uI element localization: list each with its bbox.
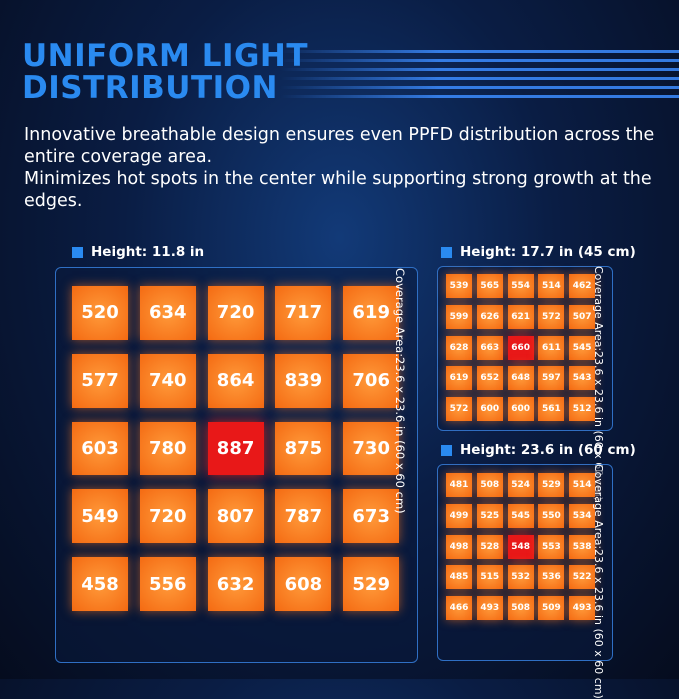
- ppfd-cell: 522: [569, 565, 596, 590]
- ppfd-cell: 619: [446, 366, 472, 391]
- ppfd-cell: 660: [507, 335, 534, 360]
- ppfd-cell: 508: [507, 596, 534, 621]
- ppfd-cell: 807: [207, 489, 264, 544]
- ppfd-cell: 720: [207, 286, 264, 340]
- page: UNIFORM LIGHT DISTRIBUTION Innovative br…: [0, 0, 679, 679]
- ppfd-cell: 556: [139, 557, 196, 611]
- title-line: DISTRIBUTION: [22, 70, 278, 106]
- ppfd-cell: 626: [476, 304, 503, 329]
- ppfd-cell: 549: [72, 489, 128, 544]
- panel-label: Height: 17.7 in (45 cm): [441, 244, 636, 260]
- title: UNIFORM LIGHT DISTRIBUTION: [22, 40, 308, 104]
- description-line: Innovative breathable design ensures eve…: [24, 125, 655, 167]
- ppfd-cell: 611: [538, 335, 565, 360]
- ppfd-cell: 597: [538, 366, 565, 391]
- ppfd-cell: 717: [275, 286, 332, 340]
- coverage-line: 23.6 x 23.6 in (60 x 60 cm): [393, 357, 407, 514]
- ppfd-cell: 887: [207, 421, 264, 476]
- ppfd-cell: 529: [538, 473, 565, 497]
- panel-label: Height: 23.6 in (60 cm): [441, 442, 636, 458]
- coverage-line: 23.6 x 23.6 in (60 x 60 cm): [592, 351, 605, 502]
- panel-label: Height: 11.8 in: [72, 244, 204, 260]
- ppfd-cell: 485: [446, 565, 472, 590]
- ppfd-cell: 539: [446, 274, 472, 298]
- ppfd-cell: 652: [476, 366, 503, 391]
- ppfd-cell: 572: [446, 397, 472, 422]
- ppfd-cell: 608: [275, 557, 332, 611]
- ppfd-cell: 706: [343, 353, 400, 408]
- ppfd-cell: 493: [476, 596, 503, 621]
- ppfd-cell: 508: [476, 473, 503, 497]
- ppfd-cell: 599: [446, 304, 472, 329]
- ppfd-cell: 534: [569, 503, 596, 528]
- ppfd-cell: 550: [538, 503, 565, 528]
- ppfd-cell: 565: [476, 274, 503, 298]
- ppfd-cell: 466: [446, 596, 472, 621]
- ppfd-cell: 545: [507, 503, 534, 528]
- ppfd-cell: 545: [569, 335, 596, 360]
- ppfd-cell: 532: [507, 565, 534, 590]
- ppfd-cell: 673: [343, 489, 400, 544]
- ppfd-cell: 577: [72, 353, 128, 408]
- ppfd-cell: 514: [538, 274, 565, 298]
- coverage-line: Coverage Area:: [592, 464, 605, 550]
- ppfd-cell: 528: [476, 534, 503, 559]
- ppfd-cell: 529: [343, 557, 400, 611]
- ppfd-cell: 512: [569, 397, 596, 422]
- ppfd-cell: 514: [569, 473, 596, 497]
- title-line: UNIFORM LIGHT: [22, 38, 309, 74]
- ppfd-cell: 730: [343, 421, 400, 476]
- ppfd-cell: 498: [446, 534, 472, 559]
- coverage-line: 23.6 x 23.6 in (60 x 60 cm): [592, 549, 605, 699]
- ppfd-cell: 634: [139, 286, 196, 340]
- ppfd-cell: 520: [72, 286, 128, 340]
- ppfd-cell: 553: [538, 534, 565, 559]
- ppfd-cell: 632: [207, 557, 264, 611]
- ppfd-cell: 509: [538, 596, 565, 621]
- description-line: Minimizes hot spots in the center while …: [24, 169, 652, 211]
- ppfd-cell: 561: [538, 397, 565, 422]
- ppfd-cell: 543: [569, 366, 596, 391]
- ppfd-cell: 875: [275, 421, 332, 476]
- ppfd-cell: 499: [446, 503, 472, 528]
- ppfd-cell: 554: [507, 274, 534, 298]
- coverage-text: Coverage Area: 23.6 x 23.6 in (60 x 60 cm…: [592, 266, 605, 501]
- ppfd-cell: 515: [476, 565, 503, 590]
- ppfd-cell: 600: [476, 397, 503, 422]
- ppfd-cell: 628: [446, 335, 472, 360]
- ppfd-cell: 839: [275, 353, 332, 408]
- ppfd-cell: 864: [207, 353, 264, 408]
- ppfd-cell: 787: [275, 489, 332, 544]
- ppfd-cell: 462: [569, 274, 596, 298]
- coverage-text: Coverage Area: 23.6 x 23.6 in (60 x 60 cm…: [592, 464, 605, 699]
- coverage-text: Coverage Area: 23.6 x 23.6 in (60 x 60 cm…: [393, 268, 407, 663]
- ppfd-cell: 538: [569, 534, 596, 559]
- ppfd-cell: 493: [569, 596, 596, 621]
- ppfd-cell: 740: [139, 353, 196, 408]
- ppfd-cell: 663: [476, 335, 503, 360]
- ppfd-cell: 524: [507, 473, 534, 497]
- ppfd-cell: 720: [139, 489, 196, 544]
- decor-stripes: [280, 50, 679, 102]
- ppfd-cell: 648: [507, 366, 534, 391]
- ppfd-cell: 548: [507, 534, 534, 559]
- ppfd-cell: 525: [476, 503, 503, 528]
- ppfd-cell: 600: [507, 397, 534, 422]
- ppfd-cell: 780: [139, 421, 196, 476]
- coverage-line: Coverage Area:: [393, 268, 407, 358]
- ppfd-cell: 536: [538, 565, 565, 590]
- description: Innovative breathable design ensures eve…: [24, 124, 664, 212]
- ppfd-cell: 481: [446, 473, 472, 497]
- ppfd-cell: 507: [569, 304, 596, 329]
- ppfd-cell: 572: [538, 304, 565, 329]
- ppfd-cell: 619: [343, 286, 400, 340]
- ppfd-cell: 621: [507, 304, 534, 329]
- coverage-line: Coverage Area:: [592, 266, 605, 352]
- ppfd-cell: 603: [72, 421, 128, 476]
- ppfd-cell: 458: [72, 557, 128, 611]
